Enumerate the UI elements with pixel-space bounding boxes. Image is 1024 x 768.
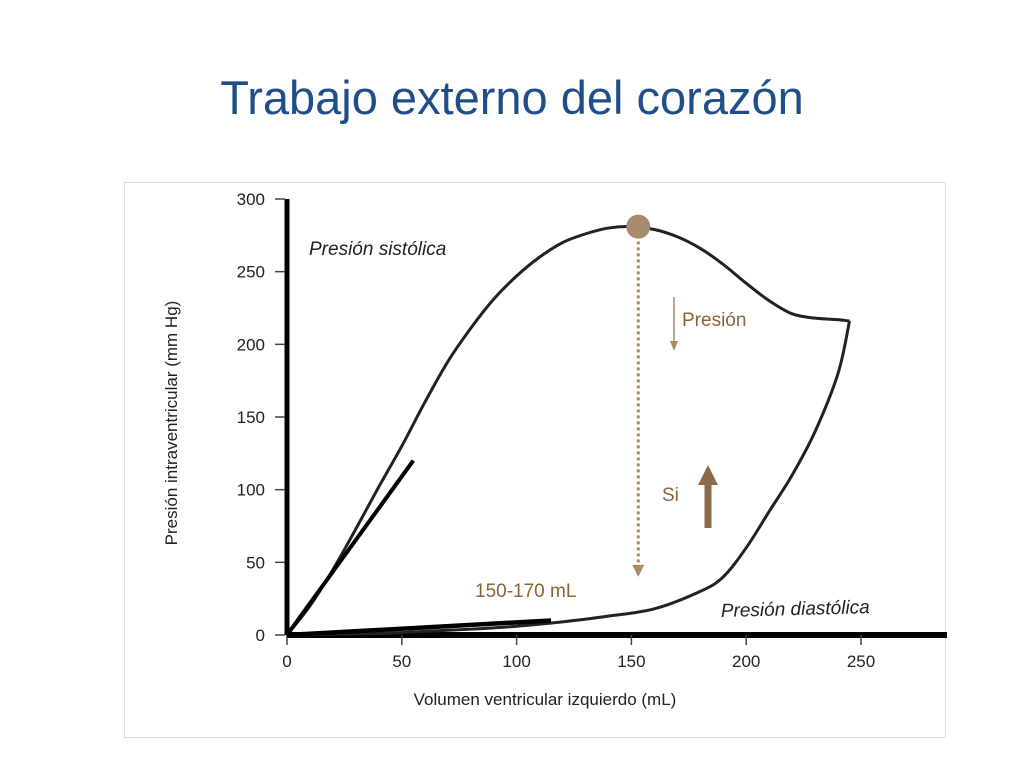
axes: 0 50 100 150 200 250 300 0 50 100 150 200 250 — [237, 190, 947, 671]
diastolic-curve — [286, 320, 851, 637]
diastolic-series-label: Presión diastólica — [721, 597, 870, 622]
pressure-drop-label: Presión — [682, 310, 746, 331]
up-arrowhead — [698, 465, 718, 485]
x-tick-label: 50 — [392, 652, 411, 671]
y-tick-label: 250 — [237, 263, 265, 282]
peak-marker — [626, 214, 651, 239]
y-tick-label: 50 — [246, 553, 265, 572]
curves — [285, 225, 851, 638]
drop-arrowhead — [632, 564, 645, 577]
x-tick-label: 200 — [732, 652, 760, 671]
systolic-curve — [285, 225, 850, 636]
y-tick-label: 150 — [237, 408, 265, 427]
x-axis-label: Volumen ventricular izquierdo (mL) — [414, 690, 677, 709]
slide-title: Trabajo externo del corazón — [220, 71, 804, 124]
y-tick-label: 100 — [237, 481, 265, 500]
pressure-volume-chart: 0 50 100 150 200 250 300 0 50 100 150 200 250 Presió… — [162, 190, 947, 709]
y-tick-label: 300 — [237, 190, 265, 209]
filling-emphasis-line — [285, 459, 415, 637]
y-tick-label: 0 — [256, 626, 265, 645]
si-label: Si — [662, 485, 679, 506]
x-tick-label: 150 — [617, 652, 645, 671]
systolic-series-label: Presión sistólica — [309, 239, 446, 260]
x-tick-label: 100 — [502, 652, 530, 671]
annotations — [626, 214, 718, 577]
y-tick-label: 200 — [237, 335, 265, 354]
volume-range-label: 150-170 mL — [475, 581, 576, 602]
x-tick-label: 250 — [847, 652, 875, 671]
y-axis-label: Presión intraventricular (mm Hg) — [162, 301, 181, 546]
pv-loop-figure: 0 50 100 150 200 250 300 0 50 100 150 200 250 Presió… — [124, 182, 947, 738]
baseline-emphasis-line — [286, 618, 552, 638]
x-tick-label: 0 — [282, 652, 291, 671]
pressure-down-arrowhead — [670, 341, 678, 351]
